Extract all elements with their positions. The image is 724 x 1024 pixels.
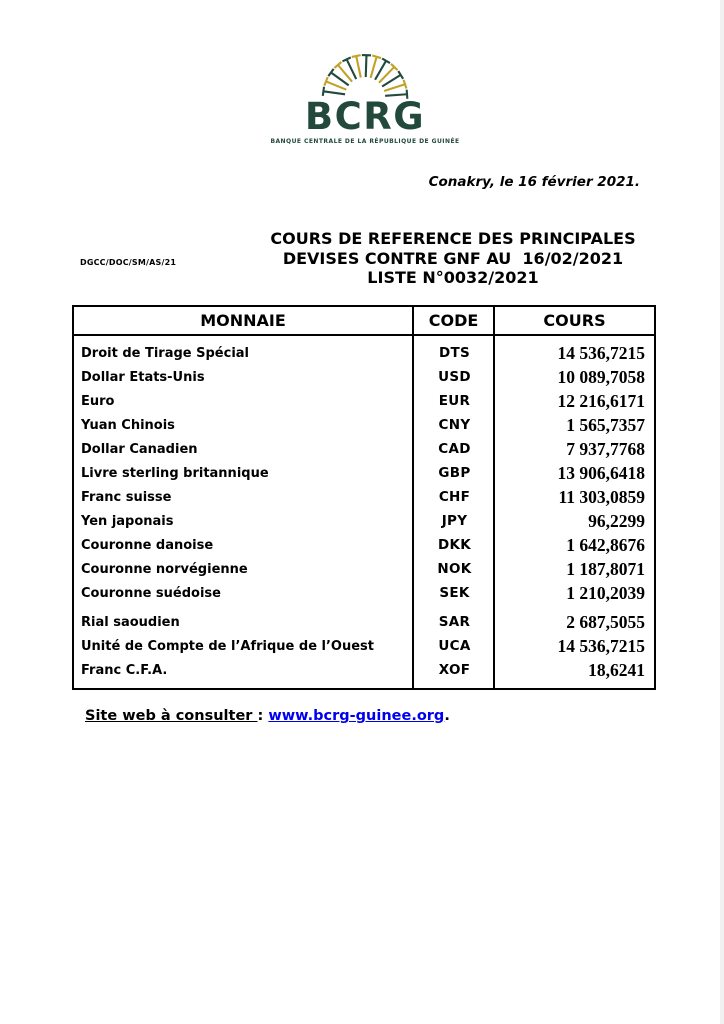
currency-name-cell: Unité de Compte de l’Afrique de l’Ouest bbox=[81, 638, 375, 654]
logo-bank-name: BANQUE CENTRALE DE LA RÉPUBLIQUE DE GUIN… bbox=[270, 138, 460, 145]
header-cell-code: CODE bbox=[414, 307, 495, 334]
currency-code-cell: XOF bbox=[438, 662, 471, 678]
title-line: COURS DE REFERENCE DES PRINCIPALES bbox=[270, 229, 636, 248]
currency-code-cell: UCA bbox=[438, 638, 471, 654]
currency-rate-cell: 1 187,8071 bbox=[566, 558, 645, 579]
currency-name-cell: Yuan Chinois bbox=[81, 417, 175, 433]
currency-code-cell: CAD bbox=[438, 441, 471, 457]
currency-name-cell: Couronne danoise bbox=[81, 537, 214, 553]
currency-rate-cell: 1 642,8676 bbox=[566, 534, 645, 555]
currency-rate-cell: 18,6241 bbox=[588, 659, 645, 680]
currency-name-cell: Livre sterling britannique bbox=[81, 465, 269, 481]
currency-rate-cell: 14 536,7215 bbox=[557, 342, 646, 363]
currency-rate-cell: 2 687,5055 bbox=[566, 611, 645, 632]
website-note-period: . bbox=[444, 708, 450, 724]
table-row: Rial saoudien SAR 2 687,5055 bbox=[74, 610, 654, 634]
document-title: COURS DE REFERENCE DES PRINCIPALES DEVIS… bbox=[153, 229, 724, 288]
currency-name-cell: Rial saoudien bbox=[81, 614, 180, 630]
currency-name-cell: Franc C.F.A. bbox=[81, 662, 168, 678]
table-row: Couronne danoise DKK 1 642,8676 bbox=[74, 533, 654, 557]
website-note-label: Site web à consulter bbox=[85, 708, 258, 724]
column-divider bbox=[493, 336, 495, 688]
bcrg-logo: BCRG BANQUE CENTRALE DE LA RÉPUBLIQUE DE… bbox=[265, 44, 465, 145]
currency-code-cell: EUR bbox=[438, 393, 471, 409]
currency-rate-cell: 7 937,7768 bbox=[566, 438, 645, 459]
currency-name-cell: Dollar Etats-Unis bbox=[81, 369, 205, 385]
currency-name-cell: Droit de Tirage Spécial bbox=[81, 345, 250, 361]
currency-code-cell: SAR bbox=[438, 614, 471, 630]
title-line: DEVISES CONTRE GNF AU 16/02/2021 bbox=[282, 248, 624, 268]
currency-code-cell: DTS bbox=[438, 345, 471, 361]
column-divider bbox=[412, 336, 414, 688]
currency-name-cell: Euro bbox=[81, 393, 115, 409]
website-note: Site web à consulter : www.bcrg-guinee.o… bbox=[85, 708, 450, 724]
table-row: Yuan Chinois CNY 1 565,7357 bbox=[74, 413, 654, 437]
table-row: Yen japonais JPY 96,2299 bbox=[74, 509, 654, 533]
table-row: Droit de Tirage Spécial DTS 14 536,7215 bbox=[74, 341, 654, 365]
table-row: Euro EUR 12 216,6171 bbox=[74, 389, 654, 413]
table-row: Livre sterling britannique GBP 13 906,64… bbox=[74, 461, 654, 485]
currency-name-cell: Yen japonais bbox=[81, 513, 174, 529]
exchange-rates-table: MONNAIE CODE COURS Droit de Tirage Spéci… bbox=[72, 305, 656, 690]
currency-rate-cell: 1 210,2039 bbox=[566, 582, 645, 603]
currency-code-cell: CHF bbox=[438, 489, 471, 505]
scan-edge-artifact bbox=[720, 0, 724, 1024]
table-header-row: MONNAIE CODE COURS bbox=[74, 307, 654, 336]
currency-code-cell: USD bbox=[438, 369, 471, 385]
title-line: LISTE N°0032/2021 bbox=[367, 268, 539, 287]
table-row: Franc C.F.A. XOF 18,6241 bbox=[74, 658, 654, 682]
header-cell-monnaie: MONNAIE bbox=[74, 307, 414, 334]
table-row: Couronne norvégienne NOK 1 187,8071 bbox=[74, 557, 654, 581]
table-row: Franc suisse CHF 11 303,0859 bbox=[74, 485, 654, 509]
table-row: Unité de Compte de l’Afrique de l’Ouest … bbox=[74, 634, 654, 658]
table-body: Droit de Tirage Spécial DTS 14 536,7215 … bbox=[74, 336, 654, 688]
website-note-colon: : bbox=[257, 708, 269, 724]
currency-rate-cell: 96,2299 bbox=[588, 510, 645, 531]
currency-name-cell: Couronne suédoise bbox=[81, 585, 221, 601]
logo-wordmark: BCRG bbox=[304, 95, 426, 138]
currency-code-cell: CNY bbox=[438, 417, 471, 433]
currency-rate-cell: 1 565,7357 bbox=[566, 414, 645, 435]
currency-rate-cell: 12 216,6171 bbox=[557, 390, 646, 411]
header-cell-cours: COURS bbox=[543, 311, 606, 330]
currency-code-cell: DKK bbox=[437, 537, 472, 553]
currency-name-cell: Franc suisse bbox=[81, 489, 172, 505]
currency-rate-cell: 11 303,0859 bbox=[558, 486, 645, 507]
currency-code-cell: SEK bbox=[439, 585, 470, 601]
currency-code-cell: NOK bbox=[437, 561, 472, 577]
website-link[interactable]: www.bcrg-guinee.org bbox=[268, 708, 445, 724]
currency-rate-cell: 13 906,6418 bbox=[557, 462, 646, 483]
currency-name-cell: Dollar Canadien bbox=[81, 441, 198, 457]
table-row: Dollar Canadien CAD 7 937,7768 bbox=[74, 437, 654, 461]
table-row: Couronne suédoise SEK 1 210,2039 bbox=[74, 581, 654, 605]
currency-rate-cell: 10 089,7058 bbox=[557, 366, 646, 387]
table-row: Dollar Etats-Unis USD 10 089,7058 bbox=[74, 365, 654, 389]
currency-rate-cell: 14 536,7215 bbox=[557, 635, 646, 656]
currency-code-cell: GBP bbox=[438, 465, 471, 481]
logo-rays-icon bbox=[321, 53, 409, 99]
date-line: Conakry, le 16 février 2021. bbox=[428, 174, 640, 190]
reference-code: DGCC/DOC/SM/AS/21 bbox=[80, 258, 177, 267]
currency-code-cell: JPY bbox=[441, 513, 468, 529]
currency-name-cell: Couronne norvégienne bbox=[81, 561, 248, 577]
